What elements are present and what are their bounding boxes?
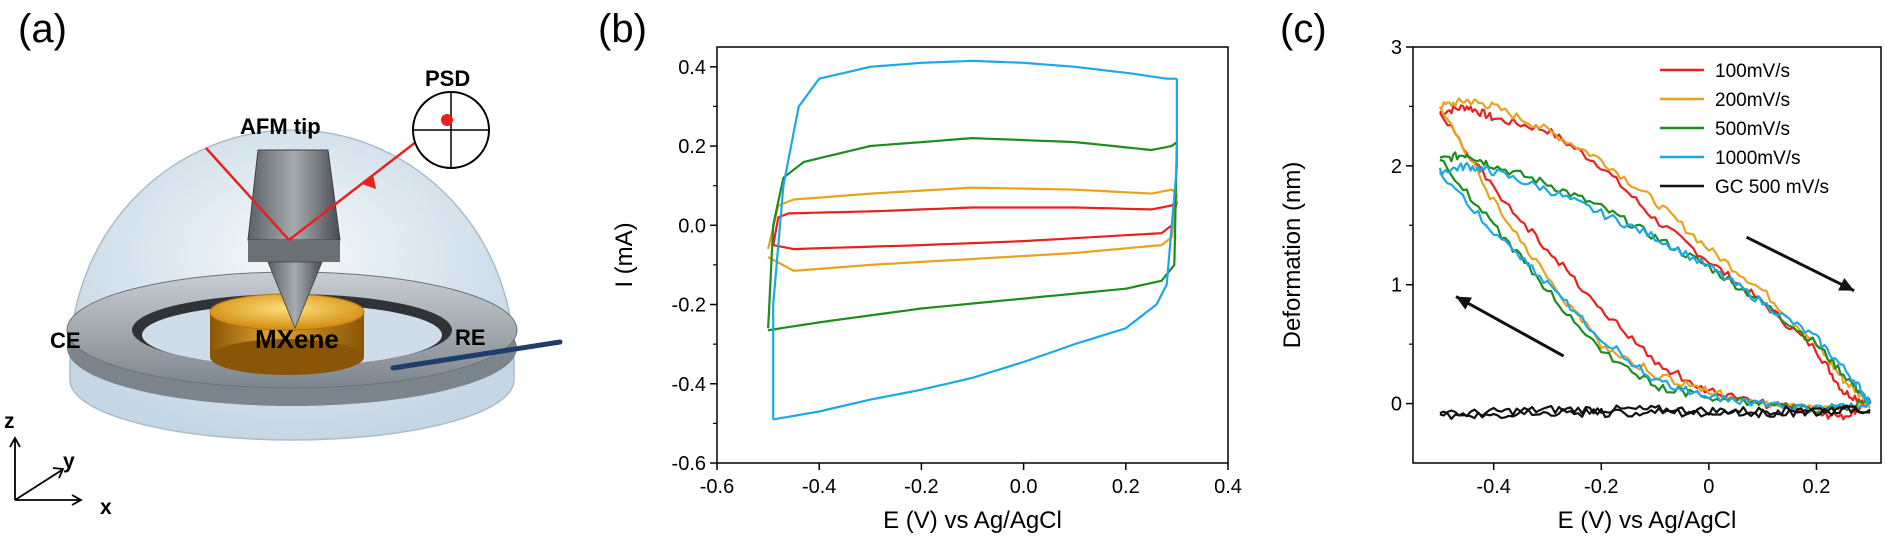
series-line-0-cathodic	[772, 201, 1178, 251]
re-label: RE	[455, 325, 486, 350]
laser-spot-icon	[441, 114, 453, 126]
psd-label: PSD	[425, 66, 470, 91]
chart-c: -0.4 -0.2 0 0.2 0 1 2 3 E (V) vs Ag/AgCl Deformat…	[1279, 37, 1882, 534]
y-tick-label: 3	[1391, 37, 1402, 59]
y-tick-label: 1	[1391, 275, 1402, 297]
x-axis-title: E (V) vs Ag/AgCl	[1558, 507, 1737, 534]
panel-a-label: (a)	[18, 7, 67, 51]
series-line-4-backward	[1439, 405, 1871, 420]
series-line-2-forward	[1439, 151, 1872, 404]
series-line-1-cathodic	[767, 193, 1178, 272]
direction-arrow-1	[1455, 295, 1565, 358]
x-tick-label: -0.6	[700, 476, 734, 498]
y-tick-label: 0.4	[678, 57, 706, 79]
x-tick-label: 0.0	[1010, 476, 1038, 498]
x-tick-label: -0.4	[802, 476, 836, 498]
afm-cantilever	[247, 149, 341, 241]
plot-frame	[1412, 46, 1882, 464]
y-axis-title: I (mA)	[611, 222, 638, 287]
afm-tip-label: AFM tip	[240, 114, 321, 139]
panel-c-deformation-chart: (c) -0.4 -0.2 0 0.2 0 1 2 3 E (V) vs Ag/AgCl Defo…	[1279, 7, 1882, 534]
series-line-3-cathodic	[773, 78, 1178, 421]
afm-cantilever-front	[248, 240, 340, 262]
y-tick-label: -0.2	[672, 295, 706, 317]
y-tick-label: -0.6	[672, 453, 706, 475]
x-tick-label: 0	[1703, 476, 1714, 498]
x-tick-label: 0.4	[1214, 476, 1242, 498]
reference-electrode	[390, 339, 563, 371]
z-axis-label: z	[4, 410, 15, 433]
x-axis-label: x	[100, 496, 112, 519]
series-line-3-anodic	[772, 59, 1177, 420]
x-tick-label: -0.4	[1476, 476, 1510, 498]
series-line-0-backward	[1438, 111, 1871, 421]
x-axis-title: E (V) vs Ag/AgCl	[883, 507, 1062, 534]
y-axis-title: Deformation (nm)	[1279, 162, 1306, 349]
legend-label: 200mV/s	[1715, 90, 1790, 111]
series-line-4-forward	[1439, 404, 1871, 420]
ce-label: CE	[50, 328, 81, 353]
direction-arrowhead-icon-0	[1838, 278, 1855, 291]
series-line-0-anodic	[772, 200, 1178, 246]
series-line-1-anodic	[767, 186, 1178, 250]
series-line-1-backward	[1438, 105, 1871, 414]
plot-frame	[716, 46, 1229, 464]
mxene-label: MXene	[255, 324, 339, 354]
series-line-3-backward	[1438, 171, 1872, 414]
y-tick-label: 0	[1391, 394, 1402, 416]
chart-b: -0.6 -0.4 -0.2 0.0 0.2 0.4 -0.6 -0.4 -0.2 0.0 0.2 0…	[611, 46, 1242, 534]
series-line-2-cathodic	[767, 142, 1178, 332]
legend-label: GC 500 mV/s	[1715, 177, 1829, 198]
y-tick-label: 0.2	[678, 136, 706, 158]
panel-a-schematic: (a)	[4, 7, 563, 519]
y-tick-label: 0.0	[678, 215, 706, 237]
x-tick-label: 0.2	[1803, 476, 1831, 498]
direction-arrowhead-icon-1	[1456, 296, 1473, 310]
series-line-2-anodic	[767, 137, 1178, 329]
axes-triad	[9, 436, 83, 506]
laser-arrow-icon	[362, 174, 376, 189]
y-tick-label: -0.4	[672, 374, 706, 396]
legend-label: 500mV/s	[1715, 119, 1790, 140]
series-line-0-forward	[1439, 104, 1872, 408]
x-tick-label: 0.2	[1112, 476, 1140, 498]
series-line-3-forward	[1438, 162, 1871, 406]
psd-detector	[412, 91, 490, 169]
series-line-1-forward	[1439, 97, 1871, 405]
panel-b-label: (b)	[598, 7, 647, 51]
panel-b-cv-chart: (b) -0.6 -0.4 -0.2 0.0 0.2 0.4 -0.6 -0.4 -0.2 0.0…	[598, 7, 1242, 534]
y-axis-label: y	[63, 450, 75, 473]
y-tick-label: 2	[1391, 156, 1402, 178]
afm-tip	[267, 261, 323, 330]
direction-arrow-0	[1745, 235, 1855, 293]
legend-label: 100mV/s	[1715, 61, 1790, 82]
panel-c-label: (c)	[1280, 7, 1327, 51]
x-tick-label: -0.2	[904, 476, 938, 498]
legend-label: 1000mV/s	[1715, 148, 1801, 169]
x-tick-label: -0.2	[1584, 476, 1618, 498]
mxene-disc-bottom	[210, 339, 364, 375]
